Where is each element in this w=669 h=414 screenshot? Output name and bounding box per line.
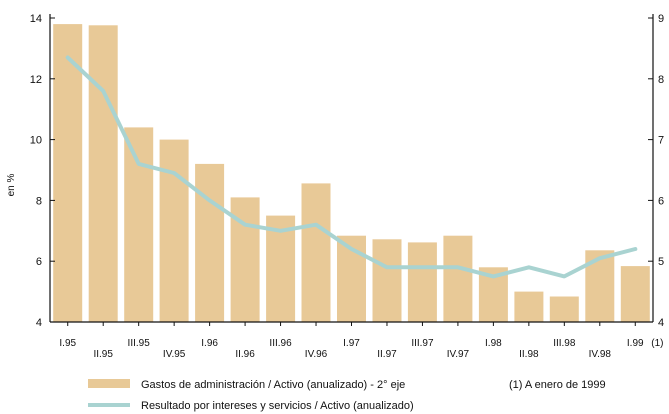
right-tick-label: 6 (658, 195, 664, 207)
legend-line-label: Resultado por intereses y servicios / Ac… (141, 400, 414, 412)
bar (514, 291, 544, 322)
series-line (65, 55, 638, 279)
bar (266, 215, 296, 322)
x-tick-label: III.96 (269, 338, 292, 349)
left-tick-label: 12 (30, 74, 42, 86)
x-tick-footnote-mark: (1) (651, 338, 663, 349)
line-series (65, 55, 638, 279)
x-tick-label: I.96 (201, 338, 218, 349)
x-tick-label: I.95 (59, 338, 76, 349)
legend: Gastos de administración / Activo (anual… (88, 379, 606, 412)
right-axis-ticks: 4 5 6 7 8 9 (648, 13, 664, 329)
x-tick-label: IV.97 (447, 349, 470, 360)
bar (443, 235, 473, 322)
x-tick-label: IV.95 (163, 349, 186, 360)
bar (372, 239, 402, 322)
left-tick-label: 6 (36, 256, 42, 268)
bar (301, 183, 331, 322)
bar (88, 25, 118, 323)
bar (549, 296, 579, 322)
footnote: (1) A enero de 1999 (509, 379, 606, 391)
left-tick-label: 4 (36, 317, 42, 329)
right-tick-label: 5 (658, 256, 664, 268)
x-tick-label: II.95 (93, 349, 113, 360)
bar (195, 163, 225, 322)
left-tick-label: 8 (36, 195, 42, 207)
y-axis-label: en % (6, 173, 17, 196)
bar (620, 266, 650, 322)
x-tick-label: I.97 (343, 338, 360, 349)
category-labels: I.95 II.95 III.95 IV.95 I.96 II.96 III.96 IV.96… (59, 322, 663, 360)
bar (53, 24, 83, 322)
x-tick-label: IV.96 (305, 349, 328, 360)
left-axis-ticks: 4 6 8 10 12 14 (30, 13, 55, 329)
bar (585, 250, 615, 322)
left-tick-label: 14 (30, 13, 42, 25)
right-tick-label: 8 (658, 74, 664, 86)
x-tick-label: II.97 (377, 349, 397, 360)
x-tick-label: I.98 (485, 338, 502, 349)
right-tick-label: 4 (658, 317, 664, 329)
legend-bar-swatch (88, 379, 130, 388)
x-tick-label: III.95 (128, 338, 151, 349)
right-tick-label: 9 (658, 13, 664, 25)
bar (159, 139, 189, 322)
right-tick-label: 7 (658, 135, 664, 147)
x-tick-label: IV.98 (589, 349, 612, 360)
left-tick-label: 10 (30, 135, 42, 147)
bar (124, 127, 154, 323)
bar-series (53, 24, 650, 323)
bar (407, 242, 437, 322)
legend-bar-label: Gastos de administración / Activo (anual… (141, 379, 405, 391)
x-tick-label: I.99 (627, 338, 644, 349)
x-tick-label: III.97 (411, 338, 434, 349)
x-tick-label: II.98 (519, 349, 539, 360)
x-tick-label: III.98 (553, 338, 576, 349)
x-tick-label: II.96 (235, 349, 255, 360)
